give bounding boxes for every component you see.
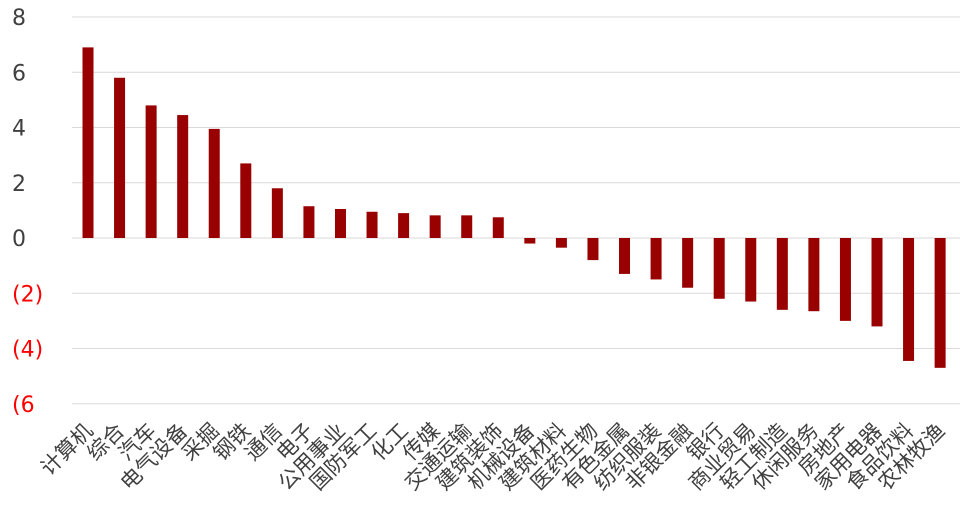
bar-钢铁 (240, 163, 252, 238)
bar-传媒 (429, 215, 441, 238)
bar-轻工制造 (776, 238, 788, 310)
bar-农林牧渔 (934, 238, 946, 368)
bar-纺织服装 (650, 238, 662, 280)
bar-建筑装饰 (492, 217, 504, 238)
bar-通信 (271, 188, 283, 238)
bars (82, 47, 946, 368)
bar-有色金属 (619, 238, 631, 274)
bar-非银金融 (682, 238, 694, 288)
y-tick-label: 0 (12, 227, 26, 252)
bar-医药生物 (587, 238, 599, 261)
y-axis-tick-labels: 8 6 4 2 0 (2) (4) (6 (12, 6, 43, 418)
bar-化工 (398, 213, 410, 238)
bar-房地产 (839, 238, 851, 321)
bar-休闲服务 (808, 238, 820, 312)
y-tick-label: (6 (12, 393, 35, 418)
bar-银行 (713, 238, 725, 299)
x-axis-category-labels: 计算机综合汽车电气设备采掘钢铁通信电子公用事业国防军工化工传媒交通运输建筑装饰机… (36, 419, 950, 495)
gridlines (72, 16, 960, 405)
bar-交通运输 (461, 215, 473, 238)
bar-食品饮料 (903, 238, 915, 361)
bar-机械设备 (524, 238, 536, 244)
bar-商业贸易 (745, 238, 757, 302)
bar-家用电器 (871, 238, 883, 327)
bar-电子 (303, 206, 315, 238)
y-tick-label: 6 (12, 61, 26, 86)
bar-汽车 (145, 105, 157, 239)
bar-建筑材料 (555, 238, 567, 248)
y-tick-label: 4 (12, 117, 26, 142)
y-tick-label: (2) (12, 282, 43, 307)
y-tick-label: 8 (12, 6, 26, 31)
bar-计算机 (82, 47, 94, 239)
bar-电气设备 (177, 115, 189, 238)
bar-公用事业 (334, 208, 346, 238)
y-tick-label: 2 (12, 172, 26, 197)
bar-采掘 (208, 128, 220, 238)
bar-国防军工 (366, 211, 378, 238)
y-tick-label: (4) (12, 338, 43, 363)
bar-综合 (114, 77, 126, 239)
